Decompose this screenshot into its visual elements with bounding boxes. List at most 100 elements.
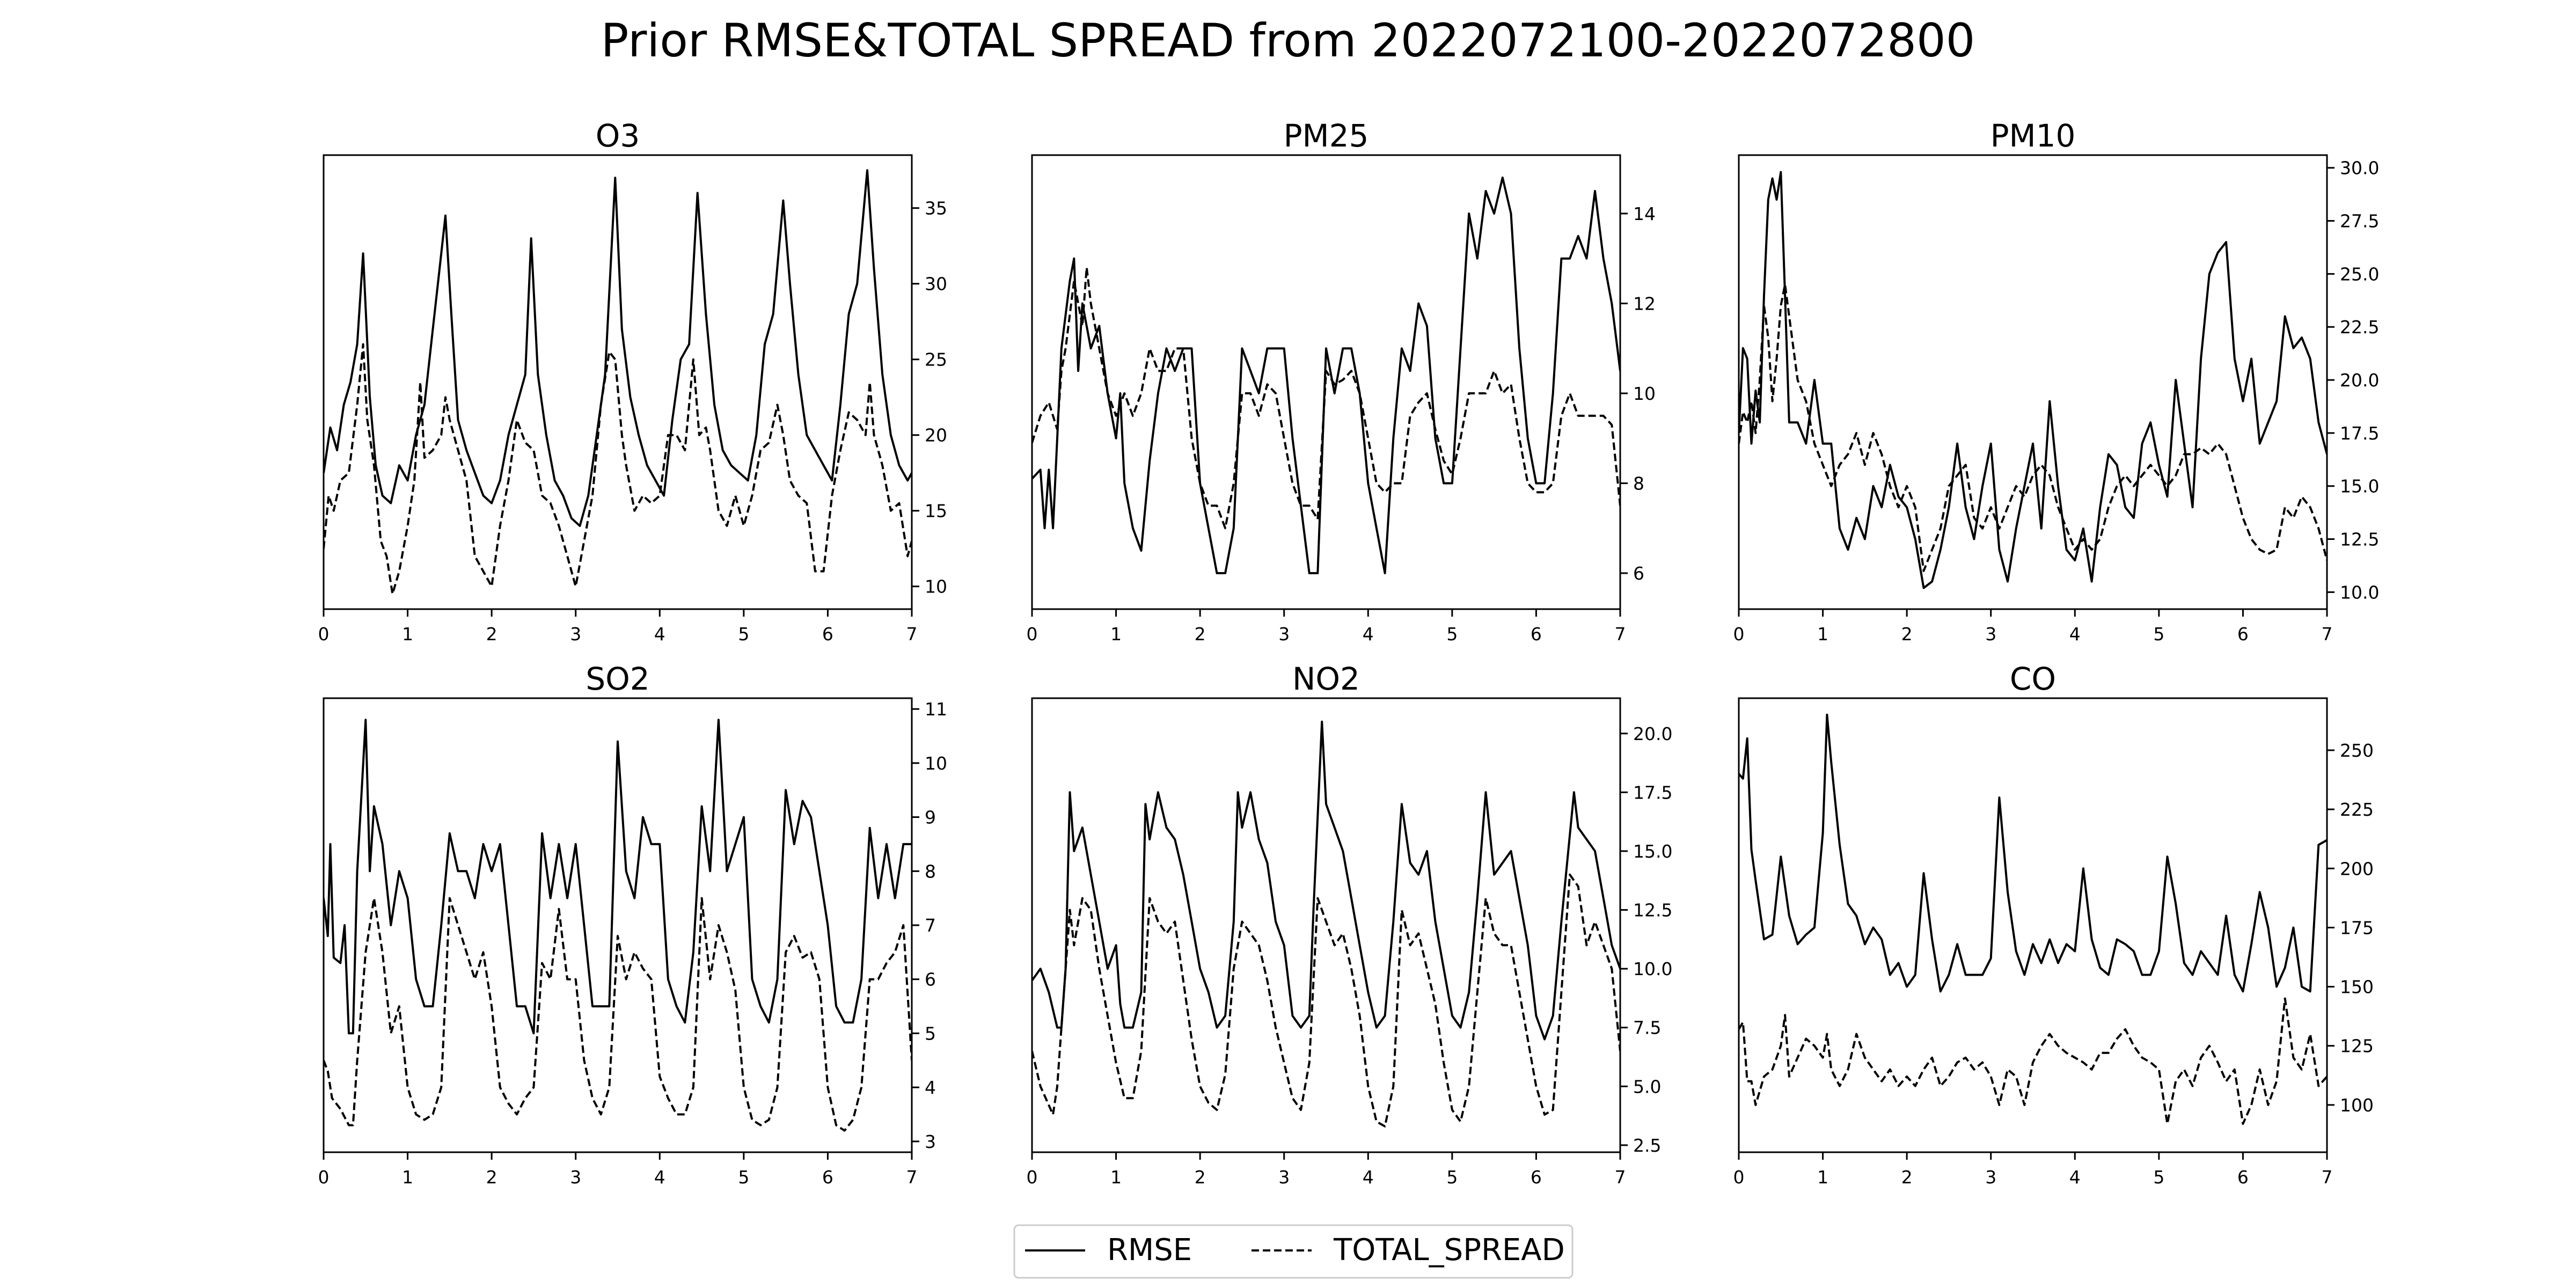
series-line-total-spread <box>1032 873 1620 1128</box>
y-tick-label: 5 <box>925 1023 936 1044</box>
subplot-o3: O3 0 1 2 3 4 5 6 7 10 15 20 25 30 35 <box>318 118 948 645</box>
series-line-rmse <box>1032 720 1620 1041</box>
x-tick-label: 0 <box>1027 1167 1038 1188</box>
y-tick-label: 12 <box>1633 293 1656 314</box>
subplot-title: PM10 <box>1990 118 2076 154</box>
axes-frame <box>323 154 913 610</box>
series-line-total-spread <box>324 897 912 1132</box>
x-tick-label: 2 <box>1901 1167 1913 1188</box>
x-tick-label: 6 <box>1531 1167 1542 1188</box>
y-tick-label: 12.5 <box>1633 900 1672 921</box>
y-tick-label: 15.0 <box>2340 476 2379 497</box>
series-line-rmse <box>1739 171 2327 589</box>
subplot-title: SO2 <box>586 661 649 697</box>
x-tick-label: 1 <box>1110 624 1122 645</box>
subplot-title: CO <box>2010 661 2056 697</box>
legend-total-spread-label: TOTAL_SPREAD <box>1333 1233 1565 1268</box>
x-tick-label: 2 <box>1901 624 1913 645</box>
series-line-rmse <box>1739 713 2327 993</box>
y-tick-label: 30 <box>925 274 947 295</box>
y-tick-label: 3 <box>925 1131 936 1152</box>
y-tick-label: 175 <box>2340 917 2374 938</box>
axes-frame <box>1031 154 1621 610</box>
y-tick-label: 10.0 <box>1633 958 1672 979</box>
y-tick-label: 14 <box>1633 203 1656 224</box>
y-tick-label: 20.0 <box>2340 370 2379 391</box>
y-tick-label: 6 <box>1633 563 1644 584</box>
x-tick-label: 6 <box>822 624 833 645</box>
x-tick-label: 7 <box>2322 624 2333 645</box>
x-tick-label: 6 <box>822 1167 833 1188</box>
axes-frame <box>1031 697 1621 1153</box>
y-tick-label: 35 <box>925 198 947 219</box>
x-tick-label: 5 <box>738 1167 749 1188</box>
y-tick-label: 25 <box>925 349 947 370</box>
x-tick-label: 2 <box>1195 624 1206 645</box>
x-tick-label: 1 <box>1817 624 1828 645</box>
y-tick-label: 2.5 <box>1633 1135 1661 1156</box>
x-tick-label: 7 <box>1615 624 1626 645</box>
y-tick-label: 200 <box>2340 858 2374 879</box>
x-tick-label: 3 <box>570 1167 581 1188</box>
x-tick-label: 2 <box>486 1167 497 1188</box>
y-tick-label: 15 <box>925 501 947 522</box>
series-line-rmse <box>324 169 912 527</box>
x-tick-label: 5 <box>738 624 749 645</box>
subplot-pm10: PM10 0 1 2 3 4 5 6 7 10.0 12.5 15.0 17.5 20.0 22.5 25.0… <box>1733 118 2380 645</box>
figure-title: Prior RMSE&TOTAL SPREAD from 2022072100-… <box>601 14 1975 68</box>
x-tick-label: 7 <box>1615 1167 1626 1188</box>
y-tick-label: 22.5 <box>2340 317 2379 338</box>
y-tick-label: 10 <box>925 576 947 597</box>
x-tick-label: 6 <box>2237 624 2249 645</box>
x-tick-label: 4 <box>1363 624 1374 645</box>
y-tick-label: 225 <box>2340 799 2374 820</box>
x-tick-label: 5 <box>1446 1167 1458 1188</box>
y-tick-label: 7.5 <box>1633 1018 1661 1038</box>
y-tick-label: 9 <box>925 807 936 828</box>
x-tick-label: 0 <box>1733 624 1745 645</box>
x-tick-label: 0 <box>1733 1167 1745 1188</box>
x-tick-label: 4 <box>2069 1167 2081 1188</box>
x-tick-label: 7 <box>2322 1167 2333 1188</box>
x-tick-label: 1 <box>402 624 413 645</box>
y-tick-label: 7 <box>925 915 936 936</box>
subplot-title: PM25 <box>1284 118 1369 154</box>
x-tick-label: 3 <box>1278 624 1290 645</box>
x-tick-label: 1 <box>1110 1167 1122 1188</box>
x-tick-label: 3 <box>570 624 581 645</box>
y-tick-label: 20 <box>925 425 947 446</box>
series-line-rmse <box>1032 176 1620 574</box>
y-tick-label: 27.5 <box>2340 211 2379 232</box>
x-tick-label: 4 <box>1363 1167 1374 1188</box>
axes-frame <box>1738 697 2328 1153</box>
subplot-co: CO 0 1 2 3 4 5 6 7 100 125 150 175 200 225 250 <box>1733 661 2374 1188</box>
y-tick-label: 10.0 <box>2340 582 2379 603</box>
series-line-total-spread <box>324 343 912 595</box>
x-tick-label: 6 <box>1531 624 1542 645</box>
x-tick-label: 2 <box>486 624 497 645</box>
y-tick-label: 150 <box>2340 977 2374 998</box>
y-tick-label: 10 <box>1633 383 1656 404</box>
subplot-title: O3 <box>596 118 640 154</box>
x-tick-label: 4 <box>2069 624 2081 645</box>
x-tick-label: 5 <box>2153 1167 2164 1188</box>
axes-frame <box>1738 154 2328 610</box>
y-tick-label: 100 <box>2340 1095 2374 1116</box>
legend-frame <box>1013 1224 1574 1279</box>
legend-rmse-label: RMSE <box>1107 1233 1192 1268</box>
y-tick-label: 15.0 <box>1633 841 1672 862</box>
x-tick-label: 3 <box>1985 624 1996 645</box>
x-tick-label: 3 <box>1985 1167 1996 1188</box>
subplot-no2: NO2 0 1 2 3 4 5 6 7 2.5 5.0 7.5 10.0 12.5 15.0 17.5 20.0 <box>1027 661 1673 1188</box>
y-tick-label: 250 <box>2340 740 2374 761</box>
y-tick-label: 5.0 <box>1633 1076 1661 1097</box>
series-line-total-spread <box>1032 266 1620 530</box>
y-tick-label: 12.5 <box>2340 529 2379 550</box>
x-tick-label: 4 <box>654 624 665 645</box>
x-tick-label: 1 <box>1817 1167 1828 1188</box>
y-tick-label: 6 <box>925 969 936 990</box>
